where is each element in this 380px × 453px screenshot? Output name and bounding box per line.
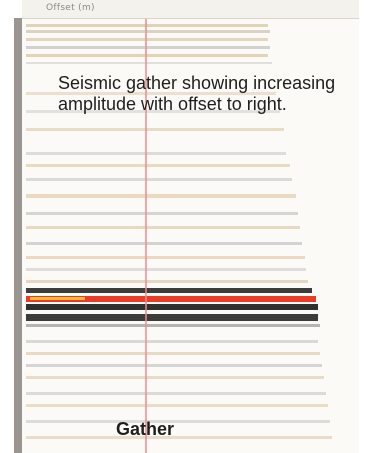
strong-event-upper (26, 288, 312, 293)
strong-event-red (26, 296, 316, 302)
reflection-event (26, 24, 268, 27)
reflection-event (26, 364, 322, 367)
reflection-event (26, 352, 320, 355)
reflection-event (26, 242, 302, 245)
figure-caption: Seismic gather showing increasing amplit… (58, 73, 336, 114)
gather-label: Gather (116, 419, 175, 439)
reflection-event (26, 128, 284, 131)
reflection-event (26, 404, 328, 407)
offset-axis-title: Offset (m) (46, 3, 95, 13)
reflection-event (26, 392, 326, 395)
time-axis (14, 18, 22, 453)
reflection-event (26, 152, 286, 155)
reflection-event (26, 54, 268, 57)
strong-event-core (30, 297, 85, 300)
reflection-event (26, 178, 292, 181)
reflection-event (26, 46, 270, 49)
reflection-event (26, 268, 306, 271)
reflection-event (26, 110, 280, 113)
reflection-event (26, 194, 296, 198)
reflection-event (26, 62, 272, 64)
reflection-event (26, 436, 332, 439)
reflection-event (26, 340, 318, 343)
reflection-event (26, 420, 330, 423)
strong-event-trough (26, 314, 318, 321)
reflection-event (26, 376, 324, 379)
reflection-event (26, 226, 300, 229)
reflection-event (26, 280, 308, 283)
reflection-event (26, 30, 270, 33)
strong-event-tail (26, 324, 320, 327)
reflection-event (26, 212, 298, 215)
offset-axis: Offset (m) (22, 0, 359, 19)
reflection-event (26, 92, 276, 95)
reflection-event (26, 256, 305, 259)
reflection-event (26, 164, 290, 167)
strong-event-lower (26, 304, 318, 310)
reflection-event (26, 38, 268, 41)
